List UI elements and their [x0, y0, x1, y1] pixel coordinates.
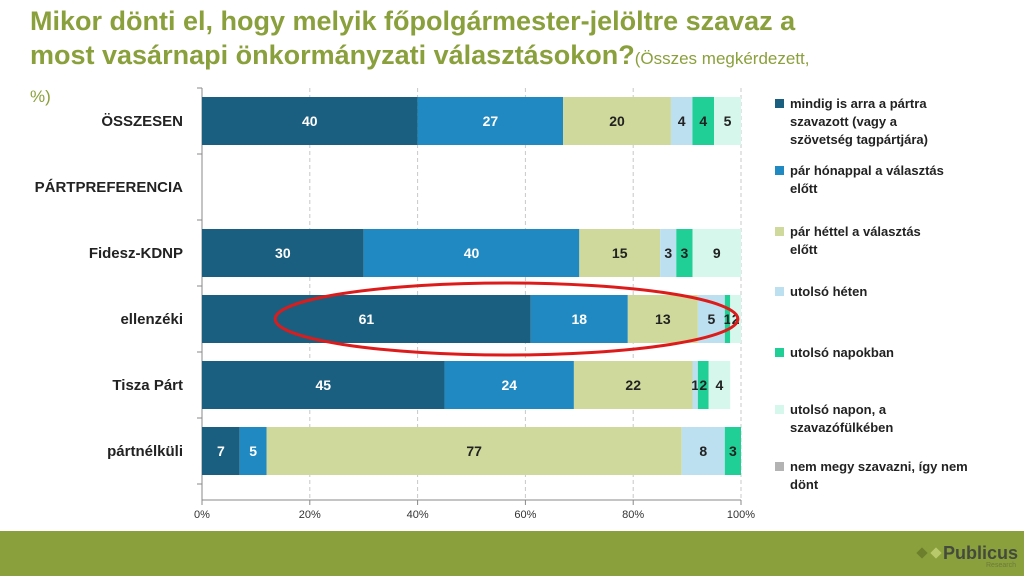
x-tick-label: 20% [299, 509, 321, 521]
data-label: 4 [716, 377, 724, 393]
chart-title: Mikor dönti el, hogy melyik főpolgármest… [30, 4, 830, 114]
bar-partnelkuli-s3 [266, 427, 682, 475]
legend-label: utolsó napokban [790, 345, 894, 360]
bar-tisza-part-s2 [444, 361, 574, 409]
legend-label: pár hónappal a választás előtt [790, 163, 944, 196]
data-label: 61 [359, 311, 375, 327]
bar-tisza-part-s1 [202, 361, 445, 409]
bar-osszesen-s1 [202, 97, 418, 145]
legend-label: utolsó héten [790, 284, 867, 299]
data-label: 8 [699, 443, 707, 459]
data-label: 2 [699, 377, 707, 393]
bar-fidesz-kdnp-s5 [676, 229, 693, 277]
legend-label: mindig is arra a pártra szavazott (vagy a… [790, 96, 928, 147]
data-label: 20 [609, 113, 625, 129]
data-label: 13 [655, 311, 671, 327]
bar-osszesen-s3 [563, 97, 671, 145]
bar-partnelkuli-s1 [202, 427, 240, 475]
data-label: 30 [275, 245, 291, 261]
bar-ellenzeki-s1 [202, 295, 531, 343]
x-tick-label: 40% [407, 509, 429, 521]
logo-sub: Research [986, 562, 1016, 569]
x-tick-label: 100% [727, 509, 755, 521]
data-label: 4 [678, 113, 686, 129]
title-main: Mikor dönti el, hogy melyik főpolgármest… [30, 6, 796, 70]
data-label: 7 [217, 443, 225, 459]
x-tick-label: 0% [194, 509, 210, 521]
x-tick-label: 60% [514, 509, 536, 521]
bar-osszesen-s6 [714, 97, 741, 145]
data-label: 3 [729, 443, 737, 459]
category-label: PÁRTPREFERENCIA [35, 179, 184, 196]
category-label: pártnélküli [107, 443, 183, 460]
bar-osszesen-s2 [417, 97, 564, 145]
bar-tisza-part-s6 [708, 361, 731, 409]
bar-partnelkuli-s4 [681, 427, 725, 475]
data-label: 9 [713, 245, 721, 261]
category-label: ÖSSZESEN [101, 113, 183, 130]
legend-swatch [775, 405, 784, 414]
logo-icon [916, 540, 942, 567]
bar-tisza-part-s5 [697, 361, 709, 409]
bar-fidesz-kdnp-s4 [660, 229, 677, 277]
bar-ellenzeki-s3 [627, 295, 698, 343]
category-label: Fidesz-KDNP [89, 245, 183, 262]
legend-swatch [775, 287, 784, 296]
bar-partnelkuli-s5 [724, 427, 741, 475]
legend-label: utolsó napon, a szavazófülkében [790, 402, 893, 435]
data-label: 18 [572, 311, 588, 327]
publicus-logo: Publicus Research [916, 537, 1024, 573]
data-label: 3 [664, 245, 672, 261]
bar-partnelkuli-s2 [239, 427, 267, 475]
bar-fidesz-kdnp-s2 [363, 229, 580, 277]
bar-tisza-part-s3 [573, 361, 693, 409]
bar-ellenzeki-s2 [530, 295, 628, 343]
data-label: 77 [466, 443, 482, 459]
legend-label: pár héttel a választás előtt [790, 224, 921, 257]
bar-fidesz-kdnp-s3 [579, 229, 661, 277]
x-tick-label: 80% [622, 509, 644, 521]
data-label: 5 [724, 113, 732, 129]
data-label: 4 [699, 113, 707, 129]
footer-bar [0, 531, 1024, 576]
data-label: 2 [732, 311, 740, 327]
legend-swatch [775, 166, 784, 175]
bar-osszesen-s4 [670, 97, 693, 145]
category-label: ellenzéki [120, 311, 183, 328]
legend-swatch [775, 227, 784, 236]
data-label: 27 [483, 113, 499, 129]
data-label: 24 [501, 377, 517, 393]
bar-fidesz-kdnp-s6 [692, 229, 741, 277]
bar-ellenzeki-s6 [730, 295, 741, 343]
data-label: 15 [612, 245, 628, 261]
category-label: Tisza Párt [112, 377, 183, 394]
bar-ellenzeki-s5 [724, 295, 731, 343]
bar-tisza-part-s4 [692, 361, 698, 409]
legend-swatch [775, 348, 784, 357]
data-label: 5 [707, 311, 715, 327]
logo-name: Publicus [943, 543, 1019, 563]
stacked-bar-chart: 0% 20% 40% 60% 80% 100%ÖSSZESEN 40 27 20 4 4 5PÁRTP… [35, 87, 968, 521]
bar-fidesz-kdnp-s1 [202, 229, 364, 277]
data-label: 40 [464, 245, 480, 261]
data-label: 45 [315, 377, 331, 393]
legend-label: nem megy szavazni, így nem dönt [790, 459, 968, 492]
data-label: 1 [691, 377, 699, 393]
data-label: 22 [625, 377, 641, 393]
highlight-ellipse [273, 281, 740, 357]
title-subtitle: (Összes megkérdezett, %) [30, 49, 810, 106]
bar-osszesen-s5 [692, 97, 715, 145]
data-label: 1 [724, 311, 732, 327]
data-label: 3 [681, 245, 689, 261]
legend-swatch [775, 462, 784, 471]
legend-swatch [775, 99, 784, 108]
data-label: 5 [249, 443, 257, 459]
data-label: 40 [302, 113, 318, 129]
